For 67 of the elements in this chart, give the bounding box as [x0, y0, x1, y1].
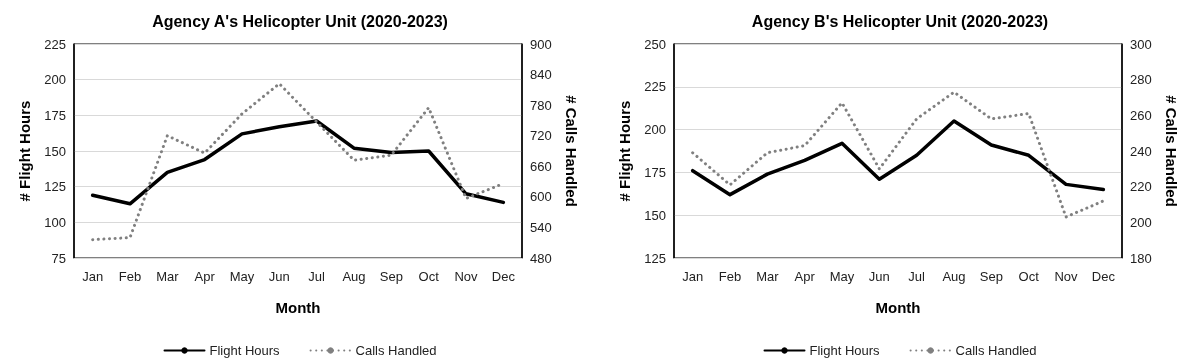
legend-label: Calls Handled — [355, 343, 437, 358]
x-axis-title: Month — [875, 299, 921, 316]
y2-tick-label: 600 — [530, 189, 552, 205]
y2-axis-title: # Calls Handled — [1163, 95, 1180, 207]
chart-title: Agency B's Helicopter Unit (2020-2023) — [751, 12, 1049, 30]
line-series — [690, 119, 1106, 197]
legend-label: Flight Hours — [209, 343, 281, 358]
y-tick-label: 250 — [644, 36, 666, 52]
x-tick-label: Jul — [908, 269, 926, 284]
legend-label: Flight Hours — [809, 343, 881, 358]
y2-tick-label: 900 — [530, 36, 552, 52]
x-axis-title: Month — [275, 299, 321, 316]
x-tick-label: Nov — [1054, 269, 1079, 284]
x-tick-label: Nov — [454, 269, 479, 284]
y2-tick-label: 260 — [1130, 107, 1152, 123]
x-tick-label: Dec — [491, 269, 516, 284]
x-tick-label: Jan — [82, 269, 104, 284]
y-tick-label: 100 — [44, 214, 66, 230]
y2-tick-label: 240 — [1130, 143, 1152, 159]
y2-axis-title: # Calls Handled — [563, 95, 580, 207]
y-tick-label: 175 — [644, 164, 666, 180]
x-tick-label: Apr — [194, 269, 216, 284]
y2-tick-label: 720 — [530, 128, 552, 144]
x-tick-label: May — [229, 269, 255, 284]
y2-tick-label: 220 — [1130, 179, 1152, 195]
y2-tick-label: 480 — [530, 250, 552, 266]
y2-tick-label: 180 — [1130, 250, 1152, 266]
y2-tick-label: 200 — [1130, 214, 1152, 230]
x-tick-label: Jan — [682, 269, 704, 284]
x-tick-label: May — [829, 269, 855, 284]
x-tick-label: Aug — [942, 269, 966, 284]
y-axis-title: # Flight Hours — [16, 100, 33, 202]
x-tick-label: Mar — [756, 269, 780, 284]
y-tick-label: 125 — [644, 250, 666, 266]
line-series — [90, 119, 506, 206]
y2-tick-label: 840 — [530, 67, 552, 83]
x-tick-label: Jul — [308, 269, 326, 284]
x-tick-label: Oct — [418, 269, 440, 284]
y-tick-label: 175 — [44, 107, 66, 123]
x-tick-label: Apr — [794, 269, 816, 284]
x-tick-label: Mar — [156, 269, 180, 284]
y-tick-label: 75 — [51, 250, 66, 266]
x-tick-label: Dec — [1091, 269, 1116, 284]
y-tick-label: 150 — [44, 143, 66, 159]
x-tick-label: Feb — [118, 269, 142, 284]
y-tick-label: 200 — [644, 122, 666, 138]
y2-tick-label: 540 — [530, 219, 552, 235]
chart-title: Agency A's Helicopter Unit (2020-2023) — [152, 12, 448, 30]
y2-tick-label: 660 — [530, 158, 552, 174]
x-tick-label: Jun — [268, 269, 290, 284]
x-tick-label: Sep — [379, 269, 403, 284]
legend-label: Calls Handled — [955, 343, 1037, 358]
y-tick-label: 125 — [44, 179, 66, 195]
x-tick-label: Sep — [979, 269, 1003, 284]
x-tick-label: Feb — [718, 269, 742, 284]
y2-tick-label: 300 — [1130, 36, 1152, 52]
x-tick-label: Oct — [1018, 269, 1040, 284]
y-tick-label: 225 — [44, 36, 66, 52]
line-series — [691, 90, 1105, 219]
y-tick-label: 150 — [644, 207, 666, 223]
y2-tick-label: 280 — [1130, 72, 1152, 88]
y-axis-title: # Flight Hours — [616, 100, 633, 202]
y-tick-label: 225 — [644, 79, 666, 95]
y-tick-label: 200 — [44, 72, 66, 88]
x-tick-label: Aug — [342, 269, 366, 284]
x-tick-label: Jun — [868, 269, 890, 284]
y2-tick-label: 780 — [530, 97, 552, 113]
